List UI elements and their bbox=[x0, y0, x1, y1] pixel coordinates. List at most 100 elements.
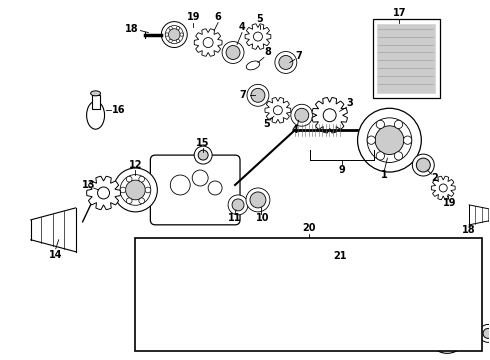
Circle shape bbox=[375, 126, 404, 154]
Text: 8: 8 bbox=[265, 48, 271, 58]
Circle shape bbox=[413, 154, 434, 176]
Circle shape bbox=[376, 152, 385, 160]
Text: 4: 4 bbox=[239, 22, 245, 32]
Circle shape bbox=[98, 187, 110, 199]
Circle shape bbox=[228, 195, 248, 215]
Circle shape bbox=[279, 55, 293, 69]
Circle shape bbox=[450, 321, 456, 326]
Circle shape bbox=[192, 170, 208, 186]
Text: 15: 15 bbox=[196, 138, 210, 148]
Circle shape bbox=[367, 136, 375, 144]
Circle shape bbox=[433, 331, 439, 336]
Circle shape bbox=[169, 29, 180, 40]
Circle shape bbox=[394, 152, 403, 160]
Circle shape bbox=[139, 176, 145, 182]
Circle shape bbox=[156, 251, 174, 269]
Bar bbox=[135, 238, 482, 351]
Text: 18: 18 bbox=[124, 24, 138, 33]
Text: 20: 20 bbox=[302, 223, 316, 233]
Polygon shape bbox=[312, 98, 347, 133]
Ellipse shape bbox=[91, 91, 100, 96]
Circle shape bbox=[450, 341, 456, 346]
Circle shape bbox=[176, 27, 180, 30]
Circle shape bbox=[165, 33, 169, 36]
Text: 18: 18 bbox=[463, 225, 476, 235]
Circle shape bbox=[439, 321, 444, 326]
Circle shape bbox=[273, 106, 282, 115]
Circle shape bbox=[439, 341, 444, 346]
Bar bbox=[377, 24, 435, 93]
Circle shape bbox=[176, 39, 180, 42]
Circle shape bbox=[120, 187, 126, 193]
Circle shape bbox=[253, 32, 263, 41]
Circle shape bbox=[232, 199, 244, 211]
Circle shape bbox=[126, 176, 132, 182]
Circle shape bbox=[161, 22, 187, 48]
Circle shape bbox=[456, 331, 461, 336]
Circle shape bbox=[291, 104, 313, 126]
Polygon shape bbox=[194, 29, 222, 56]
Text: 7: 7 bbox=[240, 90, 246, 100]
Circle shape bbox=[479, 324, 490, 342]
Circle shape bbox=[323, 109, 336, 122]
Ellipse shape bbox=[87, 101, 104, 129]
Circle shape bbox=[174, 257, 179, 262]
Text: 9: 9 bbox=[338, 165, 345, 175]
Circle shape bbox=[459, 323, 481, 345]
Circle shape bbox=[191, 269, 209, 287]
Circle shape bbox=[169, 39, 172, 42]
Circle shape bbox=[157, 247, 162, 252]
Text: 4: 4 bbox=[292, 125, 298, 135]
Text: 12: 12 bbox=[129, 160, 142, 170]
Bar bbox=[372, 19, 440, 98]
Text: 7: 7 bbox=[295, 51, 302, 62]
Circle shape bbox=[114, 168, 157, 212]
Circle shape bbox=[403, 136, 412, 144]
Circle shape bbox=[157, 267, 162, 272]
Circle shape bbox=[146, 240, 185, 280]
Polygon shape bbox=[245, 24, 271, 49]
Polygon shape bbox=[265, 98, 291, 123]
Circle shape bbox=[169, 247, 173, 252]
Circle shape bbox=[180, 33, 183, 36]
Circle shape bbox=[250, 192, 266, 208]
Circle shape bbox=[226, 45, 240, 59]
Circle shape bbox=[439, 184, 447, 192]
Text: 1: 1 bbox=[381, 170, 388, 180]
Circle shape bbox=[120, 175, 151, 205]
Text: 2: 2 bbox=[431, 173, 438, 183]
Polygon shape bbox=[150, 251, 171, 278]
Text: 16: 16 bbox=[112, 105, 125, 115]
Circle shape bbox=[125, 180, 146, 200]
FancyBboxPatch shape bbox=[159, 164, 231, 216]
Text: 21: 21 bbox=[333, 251, 346, 261]
Text: 13: 13 bbox=[82, 180, 96, 190]
Circle shape bbox=[463, 327, 477, 340]
Circle shape bbox=[358, 108, 421, 172]
Bar bbox=[92, 95, 99, 109]
Polygon shape bbox=[431, 176, 455, 200]
Circle shape bbox=[151, 246, 179, 274]
Circle shape bbox=[427, 314, 467, 353]
Text: 6: 6 bbox=[215, 12, 221, 22]
Text: 11: 11 bbox=[228, 213, 242, 223]
Circle shape bbox=[165, 26, 183, 44]
Ellipse shape bbox=[246, 61, 260, 70]
Circle shape bbox=[126, 198, 132, 204]
Circle shape bbox=[367, 118, 412, 162]
Text: 17: 17 bbox=[392, 8, 406, 18]
Text: 10: 10 bbox=[256, 213, 270, 223]
Polygon shape bbox=[87, 176, 121, 210]
Circle shape bbox=[438, 324, 456, 342]
Text: 14: 14 bbox=[49, 250, 63, 260]
Circle shape bbox=[208, 181, 222, 195]
Circle shape bbox=[251, 88, 265, 102]
Text: 3: 3 bbox=[346, 98, 353, 108]
Circle shape bbox=[295, 108, 309, 122]
FancyBboxPatch shape bbox=[150, 155, 240, 225]
Circle shape bbox=[247, 84, 269, 106]
Circle shape bbox=[169, 267, 173, 272]
Circle shape bbox=[139, 198, 145, 204]
Circle shape bbox=[194, 146, 212, 164]
Circle shape bbox=[483, 328, 490, 338]
